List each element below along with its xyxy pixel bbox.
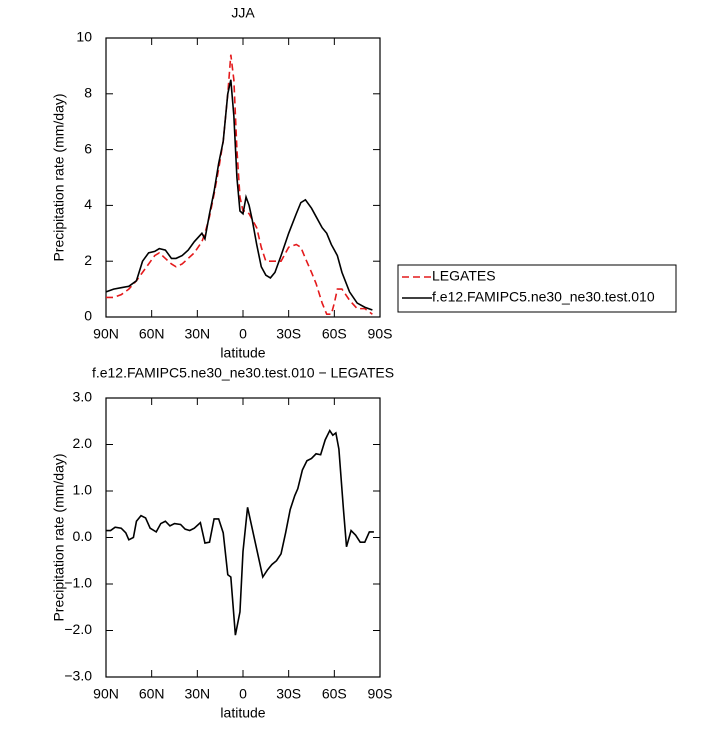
y-tick-label: 2.0 xyxy=(73,435,93,451)
x-tick-label: 30N xyxy=(184,686,210,702)
x-tick-label: 0 xyxy=(239,686,247,702)
y-tick-label: 10 xyxy=(76,29,92,45)
x-axis-label: latitude xyxy=(220,705,265,721)
y-tick-label: 0 xyxy=(84,308,92,324)
x-tick-label: 90N xyxy=(93,326,119,342)
y-tick-label: 8 xyxy=(84,85,92,101)
x-tick-label: 60N xyxy=(139,326,165,342)
legend-box xyxy=(397,264,677,313)
y-tick-label: 1.0 xyxy=(73,482,93,498)
y-tick-label: 2 xyxy=(84,252,92,268)
x-tick-label: 0 xyxy=(239,326,247,342)
x-tick-label: 90S xyxy=(368,326,393,342)
y-axis-label: Precipitation rate (mm/day) xyxy=(51,453,67,621)
chart-title: JJA xyxy=(231,5,255,21)
x-tick-label: 60N xyxy=(139,686,165,702)
y-tick-label: −2.0 xyxy=(64,621,92,637)
y-axis-label: Precipitation rate (mm/day) xyxy=(51,93,67,261)
legend-label: LEGATES xyxy=(432,268,496,284)
x-tick-label: 60S xyxy=(322,686,347,702)
x-tick-label: 90S xyxy=(368,686,393,702)
x-tick-label: 60S xyxy=(322,326,347,342)
plot-frame xyxy=(105,397,381,678)
y-tick-label: −3.0 xyxy=(64,668,92,684)
y-tick-label: 4 xyxy=(84,196,92,212)
data-line xyxy=(106,54,373,316)
y-tick-label: −1.0 xyxy=(64,575,92,591)
x-tick-label: 90N xyxy=(93,686,119,702)
plot-frame xyxy=(105,37,381,318)
x-tick-label: 30S xyxy=(276,686,301,702)
x-tick-label: 30N xyxy=(184,326,210,342)
data-line xyxy=(106,428,374,636)
chart-title: f.e12.FAMIPC5.ne30_ne30.test.010 − LEGAT… xyxy=(92,365,394,381)
x-axis-label: latitude xyxy=(220,345,265,361)
data-line xyxy=(105,79,373,311)
y-tick-label: 6 xyxy=(84,140,92,156)
y-tick-label: 0.0 xyxy=(73,528,93,544)
legend-label: f.e12.FAMIPC5.ne30_ne30.test.010 xyxy=(432,289,655,305)
x-tick-label: 30S xyxy=(276,326,301,342)
y-tick-label: 3.0 xyxy=(73,389,93,405)
